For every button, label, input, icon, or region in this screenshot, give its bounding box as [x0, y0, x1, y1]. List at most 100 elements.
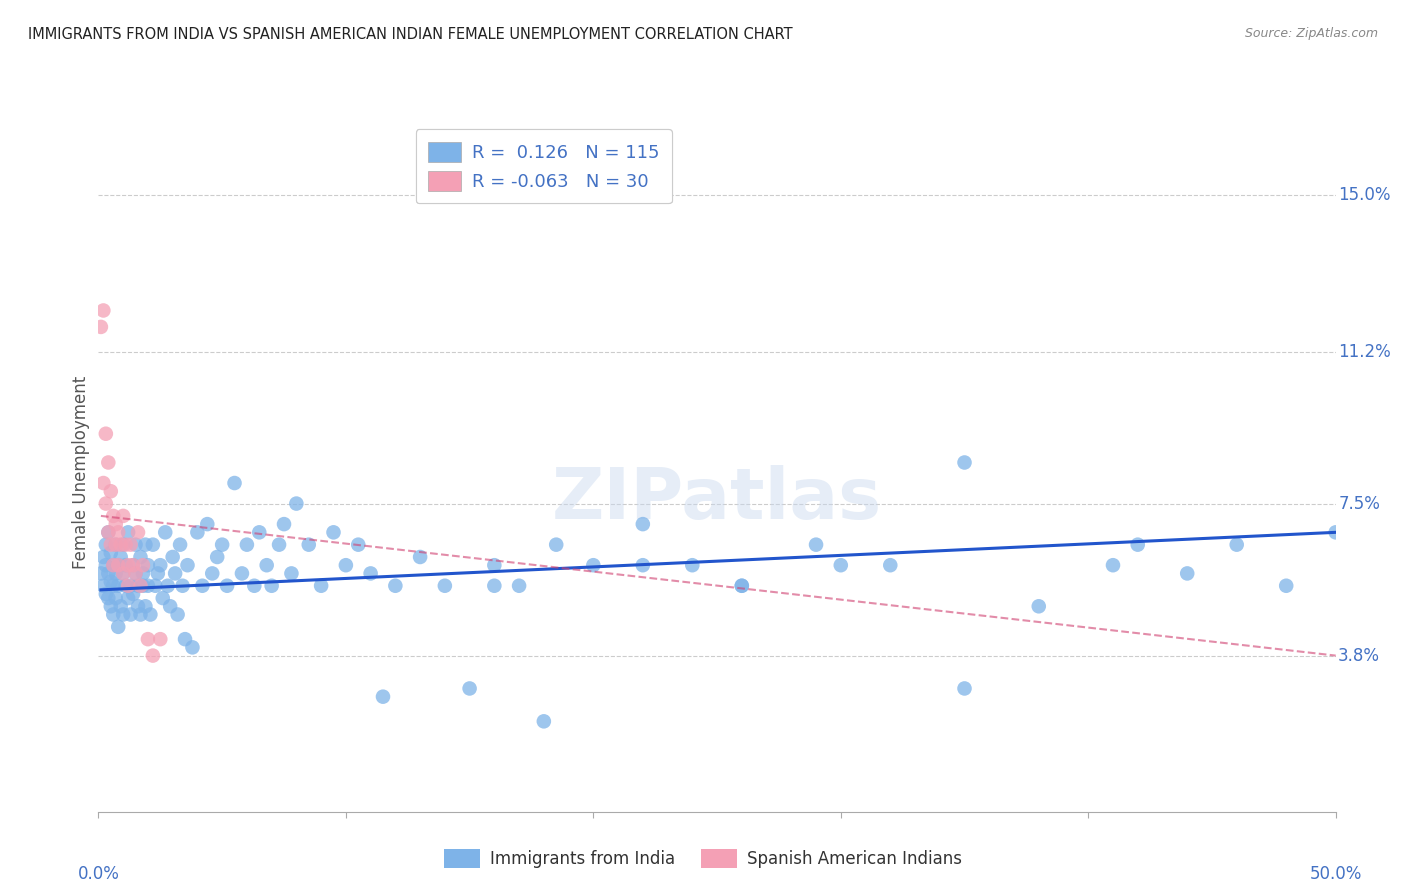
- Point: [93, 549, 115, 564]
- Point: [731, 579, 754, 593]
- Point: [107, 525, 129, 540]
- Text: 7.5%: 7.5%: [1339, 494, 1381, 513]
- Point: [120, 538, 142, 552]
- Point: [243, 579, 266, 593]
- Point: [360, 566, 382, 581]
- Point: [149, 632, 172, 647]
- Point: [508, 579, 530, 593]
- Point: [280, 566, 302, 581]
- Point: [117, 525, 139, 540]
- Point: [127, 579, 149, 593]
- Point: [953, 681, 976, 696]
- Point: [247, 525, 270, 540]
- Point: [103, 508, 125, 523]
- Point: [94, 426, 117, 441]
- Point: [159, 599, 181, 614]
- Point: [335, 558, 357, 573]
- Point: [104, 538, 127, 552]
- Point: [132, 558, 155, 573]
- Point: [114, 538, 136, 552]
- Point: [134, 599, 156, 614]
- Point: [103, 607, 125, 622]
- Point: [409, 549, 432, 564]
- Point: [484, 558, 506, 573]
- Point: [681, 558, 703, 573]
- Point: [1324, 525, 1347, 540]
- Point: [631, 558, 654, 573]
- Point: [142, 538, 165, 552]
- Point: [309, 579, 332, 593]
- Point: [1175, 566, 1198, 581]
- Point: [285, 497, 308, 511]
- Point: [97, 525, 120, 540]
- Point: [114, 558, 136, 573]
- Point: [129, 607, 152, 622]
- Point: [1126, 538, 1149, 552]
- Point: [107, 558, 129, 573]
- Point: [124, 566, 146, 581]
- Point: [136, 579, 159, 593]
- Point: [117, 558, 139, 573]
- Point: [107, 620, 129, 634]
- Point: [169, 538, 191, 552]
- Point: [181, 640, 204, 655]
- Point: [731, 579, 754, 593]
- Point: [107, 558, 129, 573]
- Point: [217, 579, 239, 593]
- Point: [224, 476, 246, 491]
- Point: [100, 546, 122, 560]
- Point: [107, 579, 129, 593]
- Point: [433, 579, 456, 593]
- Text: 11.2%: 11.2%: [1339, 343, 1391, 360]
- Point: [110, 599, 132, 614]
- Point: [103, 579, 125, 593]
- Point: [260, 579, 283, 593]
- Text: 3.8%: 3.8%: [1339, 647, 1381, 665]
- Point: [94, 558, 117, 573]
- Point: [139, 607, 162, 622]
- Point: [149, 558, 172, 573]
- Point: [804, 538, 827, 552]
- Point: [124, 538, 146, 552]
- Point: [97, 525, 120, 540]
- Point: [1226, 538, 1249, 552]
- Point: [127, 599, 149, 614]
- Point: [100, 484, 122, 499]
- Point: [112, 566, 135, 581]
- Point: [112, 566, 135, 581]
- Point: [174, 632, 197, 647]
- Point: [122, 558, 145, 573]
- Point: [879, 558, 901, 573]
- Legend: R =  0.126   N = 115, R = -0.063   N = 30: R = 0.126 N = 115, R = -0.063 N = 30: [416, 129, 672, 203]
- Point: [322, 525, 344, 540]
- Point: [1028, 599, 1050, 614]
- Point: [143, 579, 166, 593]
- Legend: Immigrants from India, Spanish American Indians: Immigrants from India, Spanish American …: [437, 843, 969, 875]
- Point: [1102, 558, 1125, 573]
- Point: [152, 591, 174, 605]
- Point: [136, 558, 159, 573]
- Point: [104, 566, 127, 581]
- Point: [201, 566, 224, 581]
- Point: [371, 690, 394, 704]
- Point: [110, 549, 132, 564]
- Point: [120, 607, 142, 622]
- Point: [142, 648, 165, 663]
- Text: 50.0%: 50.0%: [1309, 865, 1362, 883]
- Point: [191, 579, 214, 593]
- Point: [176, 558, 198, 573]
- Point: [120, 579, 142, 593]
- Point: [582, 558, 605, 573]
- Point: [100, 599, 122, 614]
- Point: [112, 508, 135, 523]
- Point: [122, 587, 145, 601]
- Point: [298, 538, 321, 552]
- Point: [231, 566, 253, 581]
- Point: [97, 591, 120, 605]
- Point: [93, 476, 115, 491]
- Point: [94, 538, 117, 552]
- Point: [162, 549, 184, 564]
- Point: [124, 566, 146, 581]
- Point: [94, 497, 117, 511]
- Point: [134, 538, 156, 552]
